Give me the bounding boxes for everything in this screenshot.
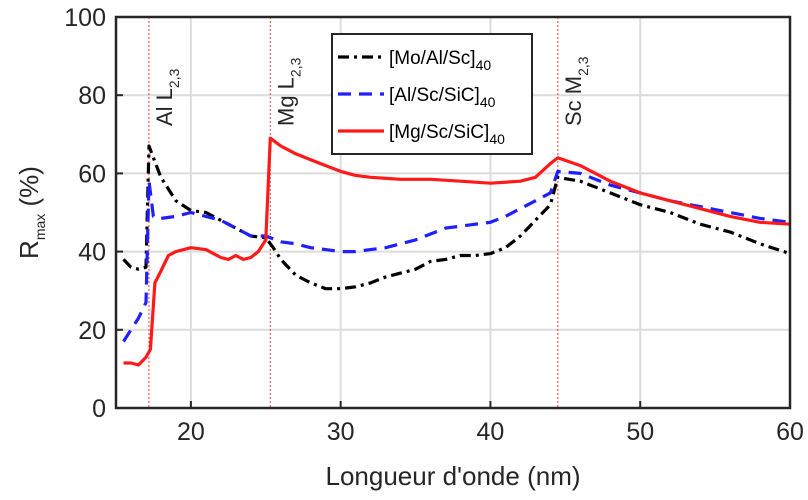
plot-frame [114, 15, 792, 410]
y-axis-title-main: R [14, 240, 44, 259]
edge-label: Mg L2,3 [273, 57, 303, 126]
series-line-3 [123, 136, 791, 367]
legend: [Mo/Al/Sc]40[Al/Sc/SiC]40[Mg/Sc/SiC]40 [331, 33, 533, 155]
edge-label-sub: 2,3 [166, 68, 182, 88]
legend-label-main: [Al/Sc/SiC] [389, 85, 480, 106]
series-group [122, 136, 791, 367]
legend-label-main: [Mo/Al/Sc] [389, 48, 476, 69]
y-tick-label: 40 [78, 239, 106, 267]
y-tick-label: 100 [64, 4, 106, 32]
y-axis-title-sub: max [32, 214, 48, 240]
y-tick-label: 20 [78, 317, 106, 345]
series-line-1 [122, 144, 791, 291]
absorption-edges: Al L2,3 Mg L2,3Sc M2,3 [148, 17, 591, 408]
x-tick-label: 40 [477, 418, 505, 446]
legend-label: [Mg/Sc/SiC]40 [389, 122, 505, 147]
legend-label: [Al/Sc/SiC]40 [389, 85, 496, 110]
y-axis-title: Rmax (%) [14, 166, 48, 259]
y-tick-label: 0 [92, 395, 106, 423]
edge-label-sub: 2,3 [575, 56, 591, 76]
edge-label-main: Al L [152, 88, 177, 126]
x-tick-label: 60 [776, 418, 804, 446]
series-line-2 [122, 169, 791, 343]
legend-label: [Mo/Al/Sc]40 [389, 48, 491, 73]
legend-label-sub: 40 [476, 57, 492, 73]
x-tick-label: 30 [327, 418, 355, 446]
y-tick-label: 60 [78, 160, 106, 188]
x-tick-label: 50 [626, 418, 654, 446]
edge-label-main: Sc M [561, 76, 586, 126]
edge-label-sub: 2,3 [287, 57, 303, 77]
y-tick-label: 80 [78, 82, 106, 110]
x-axis-title: Longueur d'onde (nm) [325, 461, 580, 491]
legend-label-main: [Mg/Sc/SiC] [389, 122, 489, 143]
legend-label-sub: 40 [480, 94, 496, 110]
y-axis-title-unit: (%) [14, 166, 44, 214]
edge-label-main: Mg L [273, 77, 298, 126]
ticks: 20 30 40 50 60 0 20 40 60 80 100 [64, 4, 804, 446]
legend-label-sub: 40 [489, 131, 505, 147]
x-tick-label: 20 [177, 418, 205, 446]
edge-label: Al L2,3 [152, 68, 182, 126]
edge-label: Sc M2,3 [561, 56, 591, 126]
